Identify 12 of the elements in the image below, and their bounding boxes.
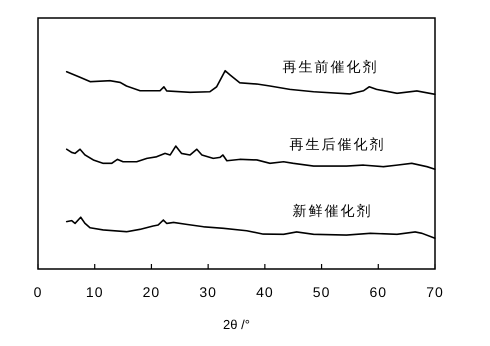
x-tick-label: 10 — [86, 284, 104, 300]
x-tick-label: 40 — [256, 284, 274, 300]
series-label: 再生后催化剂 — [289, 136, 386, 152]
x-axis-title: 2θ /° — [223, 317, 250, 332]
series-label: 新鲜催化剂 — [292, 202, 372, 218]
x-tick-label: 30 — [199, 284, 217, 300]
series-label: 再生前催化剂 — [282, 58, 379, 75]
x-tick-label: 70 — [426, 284, 444, 300]
x-tick-label: 0 — [34, 284, 42, 300]
x-tick-label: 50 — [312, 284, 330, 300]
x-tick-label: 20 — [142, 284, 160, 300]
x-tick-label: 60 — [369, 284, 388, 300]
